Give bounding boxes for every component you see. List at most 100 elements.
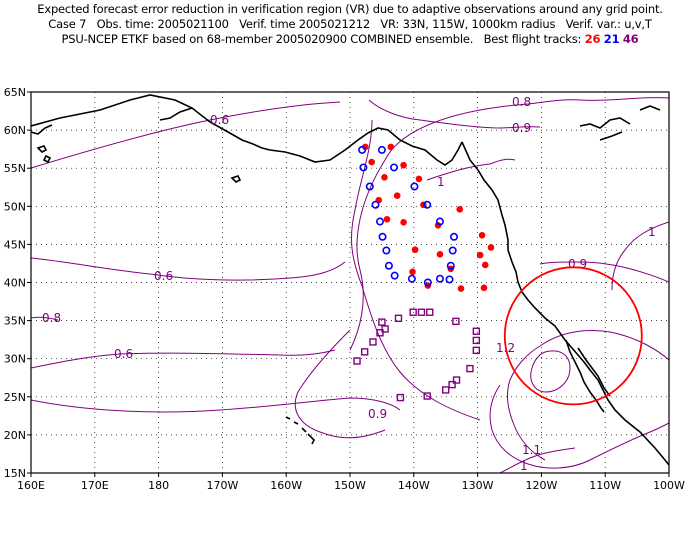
lat-tick-label: 15N (4, 467, 26, 480)
title-line-1: Expected forecast error reduction in ver… (37, 2, 663, 16)
kamchatka-coast (31, 124, 53, 135)
lon-tick-label: 120W (525, 479, 557, 492)
track-46-observation (442, 386, 450, 394)
contour-line (31, 257, 346, 281)
track-21-observation (449, 232, 458, 241)
us-west-coast (507, 249, 669, 466)
track-21-observation (446, 261, 455, 270)
alaska-peninsula (159, 107, 193, 121)
track-21-observation (371, 200, 380, 209)
contour-label: 1 (520, 459, 528, 473)
track-26-observation (456, 206, 464, 213)
lon-tick-label: 160E (17, 479, 45, 492)
track-46-observation (353, 357, 361, 365)
track-26-observation (476, 251, 484, 259)
track-46-observation (376, 329, 384, 337)
contour-line (539, 261, 669, 283)
contour-label: 1 (648, 225, 656, 239)
lat-tick-label: 20N (4, 429, 26, 442)
track-46-observation (378, 318, 386, 326)
track-21-observation (375, 217, 384, 226)
island (579, 105, 661, 129)
track-26-observation (487, 244, 495, 251)
island (42, 154, 52, 164)
track-46-observation (448, 380, 456, 389)
contour-line (31, 397, 401, 413)
track-26-observation (362, 143, 369, 151)
track-46-observation (381, 325, 389, 333)
track-26-observation (415, 175, 423, 183)
track-26-observation (457, 285, 465, 292)
graticule (30, 91, 670, 474)
lat-tick-label: 30N (4, 353, 26, 366)
track-21-observation (435, 274, 444, 283)
contour-label: 0.6 (114, 347, 133, 361)
track-46-observation (466, 364, 474, 373)
track-21-observation (382, 246, 391, 255)
flight-track-46 (353, 308, 481, 402)
lat-tick-label: 60N (4, 124, 26, 137)
contour-label: 0.9 (368, 407, 387, 421)
track-21-observation (423, 278, 432, 287)
contour-line (489, 384, 669, 469)
hawaii (285, 416, 315, 445)
track-21-observation (359, 163, 368, 172)
lat-tick-label: 35N (4, 315, 26, 328)
track-46-observation (423, 392, 431, 400)
gulf-of-california (577, 347, 611, 397)
track-46-observation (360, 348, 369, 356)
contour-line (530, 350, 571, 393)
track-26-observation (411, 246, 419, 254)
island (599, 131, 623, 141)
track-26-observation (480, 284, 488, 292)
track-21-observation (407, 274, 416, 283)
contour-labels: 0.6 0.6 0.6 0.8 0.8 0.9 0.9 0.9 1 1 1.1 … (42, 95, 656, 473)
track-46-observation (472, 346, 481, 355)
lon-tick-label: 170W (206, 479, 238, 492)
contour-label: 1.1 (522, 443, 541, 457)
track-46-observation (472, 336, 481, 345)
track-21-observation (445, 275, 454, 284)
contour-label: 0.6 (154, 269, 173, 283)
lon-tick-label: 170E (81, 479, 109, 492)
track-46-observation (396, 393, 405, 402)
track-26-label: 26 (584, 32, 601, 46)
track-21-observation (448, 246, 457, 255)
map-title: Expected forecast error reduction in ver… (0, 2, 700, 47)
track-26-observation (400, 161, 407, 169)
contour-line (527, 97, 669, 105)
lon-tick-label: 150W (334, 479, 366, 492)
track-26-observation (387, 143, 395, 151)
track-26-observation (409, 268, 416, 276)
contour-line (611, 221, 669, 291)
latitude-axis: 65N 60N 55N 50N 45N 40N 35N 30N 25N 20N 15N (4, 86, 31, 480)
track-21-observation (377, 145, 386, 154)
track-21-observation (378, 232, 387, 241)
lon-tick-label: 160W (270, 479, 302, 492)
track-21-observation (410, 182, 419, 191)
lat-tick-label: 50N (4, 200, 26, 213)
track-26-observation (481, 261, 489, 269)
coastlines (31, 94, 669, 466)
lon-tick-label: 140W (398, 479, 430, 492)
lat-tick-label: 65N (4, 86, 26, 99)
track-46-observation (369, 338, 377, 346)
contour-line (31, 349, 336, 369)
track-26-observation (368, 158, 375, 166)
contour-line (294, 329, 386, 439)
track-26-observation (436, 251, 444, 258)
contour-label: 0.9 (512, 121, 531, 135)
lon-tick-label: 110W (589, 479, 621, 492)
title-line-2: Case 7 Obs. time: 2005021100 Verif. time… (48, 17, 652, 31)
contour-line (506, 330, 669, 461)
track-26-observation (400, 219, 407, 226)
track-21-observation (365, 182, 374, 191)
lon-tick-label: 180 (148, 479, 169, 492)
lat-tick-label: 40N (4, 277, 26, 290)
lon-tick-label: 130W (462, 479, 494, 492)
bc-coast (461, 141, 509, 250)
track-26-observation (381, 174, 388, 181)
track-21-observation (384, 261, 393, 270)
lat-tick-label: 25N (4, 391, 26, 404)
lat-tick-label: 55N (4, 162, 26, 175)
